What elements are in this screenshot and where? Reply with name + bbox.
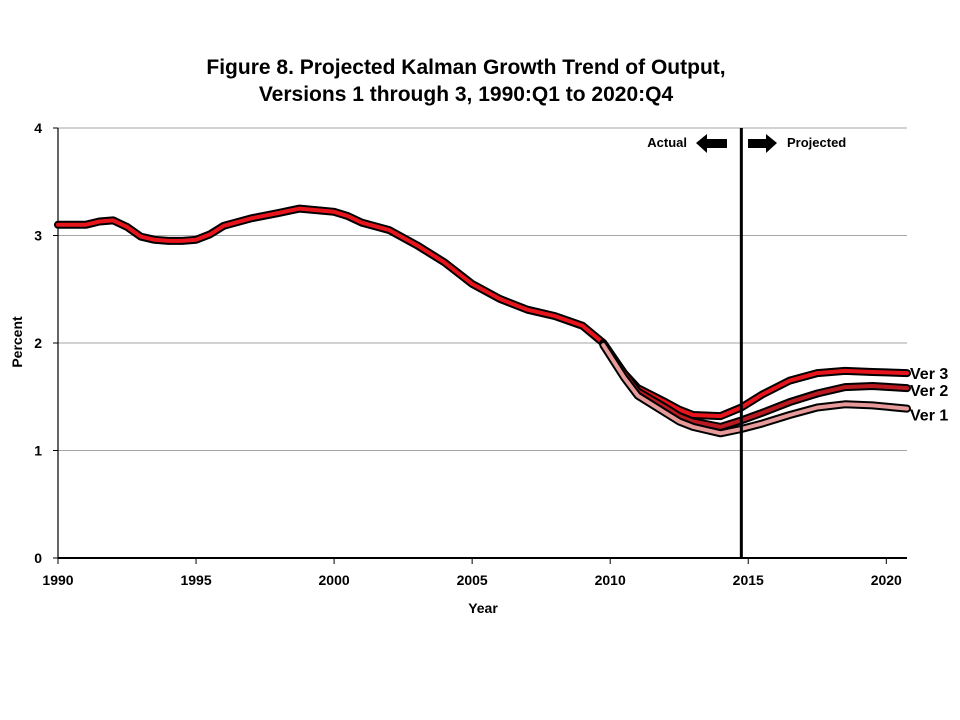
- series-line-ver-2: [601, 341, 909, 429]
- actual-label: Actual: [647, 135, 687, 150]
- arrow-left-icon: [696, 134, 727, 153]
- series-label: Ver 1: [910, 408, 948, 425]
- x-tick-label: 1990: [42, 572, 73, 588]
- x-tick-label: 2010: [595, 572, 626, 588]
- series-label: Ver 3: [910, 366, 948, 383]
- y-tick-label: 4: [34, 120, 42, 136]
- series-line-ver-1: [601, 343, 909, 436]
- y-tick-label: 1: [34, 443, 42, 459]
- chart-title: Figure 8. Projected Kalman Growth Trend …: [206, 56, 725, 79]
- arrow-right-icon: [748, 134, 777, 153]
- x-axis-ticks: 1990 1995 2000 2005 2010 2015 2020: [42, 558, 902, 588]
- y-tick-label: 2: [34, 335, 42, 351]
- x-axis-title: Year: [468, 600, 498, 616]
- projected-label: Projected: [787, 135, 846, 150]
- y-tick-label: 3: [34, 228, 42, 244]
- y-tick-label: 0: [34, 550, 42, 566]
- x-tick-label: 2020: [871, 572, 902, 588]
- x-tick-label: 2005: [457, 572, 488, 588]
- y-axis-ticks: 0 1 2 3 4: [34, 120, 58, 566]
- series-layer: [54, 204, 911, 438]
- x-tick-label: 2015: [733, 572, 764, 588]
- x-tick-label: 2000: [319, 572, 350, 588]
- series-label: Ver 2: [910, 383, 948, 400]
- chart-subtitle: Versions 1 through 3, 1990:Q1 to 2020:Q4: [259, 83, 674, 106]
- y-axis-title: Percent: [9, 316, 25, 368]
- series-line-ver-3: [56, 206, 909, 419]
- x-tick-label: 1995: [180, 572, 211, 588]
